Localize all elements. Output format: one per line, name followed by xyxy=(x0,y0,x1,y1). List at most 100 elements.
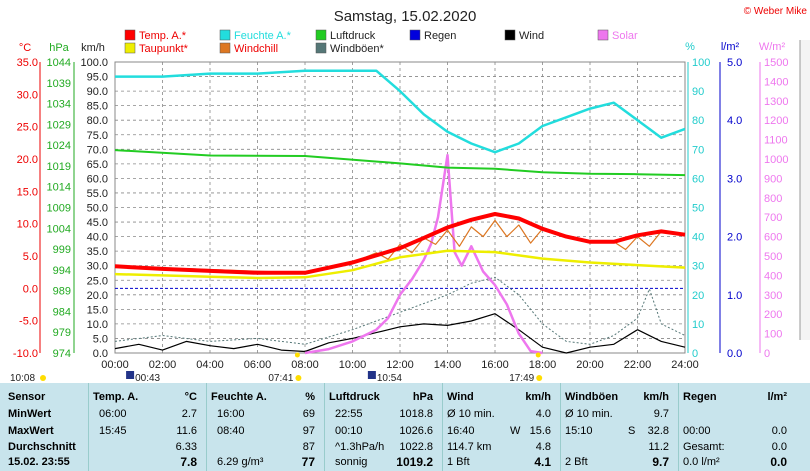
wind-tick-label: 20.0 xyxy=(87,290,108,302)
temp-tick-label: 35.0 xyxy=(17,57,38,69)
wind-tick-label: 60.0 xyxy=(87,173,108,185)
wind-tick-label: 65.0 xyxy=(87,159,108,171)
wind-tick-label: 70.0 xyxy=(87,144,108,156)
legend-swatch xyxy=(409,29,421,41)
legend-label: Temp. A.* xyxy=(139,30,187,42)
solar-tick-label: 500 xyxy=(764,251,782,263)
rain-tick-label: 0.0 xyxy=(727,348,742,360)
time-tick-label: 14:00 xyxy=(434,359,462,371)
humidity-tick-label: 40 xyxy=(692,232,704,244)
weather-chart: Samstag, 15.02.2020 © Weber Mike Temp. A… xyxy=(10,6,810,383)
series-line-feuchte-a xyxy=(115,69,686,154)
wind-tick-label: 0.0 xyxy=(93,348,108,360)
cell-value: 6.33 xyxy=(175,441,197,453)
wind-tick-label: 5.0 xyxy=(93,333,108,345)
cell-value: 1022.8 xyxy=(399,441,433,453)
right-edge-panel xyxy=(800,40,810,340)
solar-tick-label: 400 xyxy=(764,270,782,282)
pressure-tick-label: 984 xyxy=(53,306,71,318)
pressure-tick-label: 1019 xyxy=(47,161,71,173)
legend-swatch xyxy=(219,29,231,41)
cell-time: 00:00 xyxy=(683,425,711,437)
time-tick-label: 06:00 xyxy=(244,359,272,371)
time-tick-label: 18:00 xyxy=(529,359,557,371)
wind-tick-label: 55.0 xyxy=(87,188,108,200)
pressure-unit-label: hPa xyxy=(49,42,69,54)
moon-icon xyxy=(126,371,135,379)
moonrise-time: 10:08 xyxy=(10,373,35,383)
rain-tick-label: 5.0 xyxy=(727,57,742,69)
column-header: Regen xyxy=(683,391,717,403)
legend-swatch xyxy=(315,29,327,41)
pressure-tick-label: 1044 xyxy=(47,57,71,69)
pressure-tick-label: 974 xyxy=(53,348,71,360)
solar-tick-label: 800 xyxy=(764,193,782,205)
humidity-tick-label: 50 xyxy=(692,203,704,215)
cell-value: 2.7 xyxy=(181,408,197,420)
column-unit: °C xyxy=(184,391,197,403)
solar-tick-label: 1000 xyxy=(764,154,788,166)
moon-icon xyxy=(367,371,376,379)
sensor-header: Sensor xyxy=(8,391,46,403)
series-line-wind xyxy=(114,313,686,354)
row-label: MinWert xyxy=(8,408,52,420)
cell-value: 0.0 xyxy=(771,441,787,453)
humidity-tick-label: 90 xyxy=(692,86,704,98)
temp-tick-label: -5.0 xyxy=(19,316,38,328)
row-label: MaxWert xyxy=(8,425,54,437)
legend-swatch xyxy=(124,42,136,54)
legend-label: Taupunkt* xyxy=(139,43,189,55)
chart-title: Samstag, 15.02.2020 xyxy=(334,8,477,25)
legend-label: Solar xyxy=(612,30,638,42)
cell-value: 11.6 xyxy=(176,425,197,437)
series-line-luftdruck xyxy=(114,149,686,177)
solar-tick-label: 300 xyxy=(764,290,782,302)
legend-swatch xyxy=(124,29,136,41)
cell-value: 87 xyxy=(302,441,315,453)
pressure-tick-label: 994 xyxy=(53,265,71,277)
solar-unit-label: W/m² xyxy=(759,41,786,53)
cell-time: 6.29 g/m³ xyxy=(217,456,264,468)
column-unit: km/h xyxy=(525,391,551,403)
cell-time: 16:00 xyxy=(217,408,245,420)
solar-tick-label: 900 xyxy=(764,173,782,185)
cell-time: 00:10 xyxy=(335,425,363,437)
cell-time: 16:40 xyxy=(447,425,475,437)
time-tick-label: 12:00 xyxy=(386,359,414,371)
table-column-divider xyxy=(324,383,325,471)
humidity-tick-label: 0 xyxy=(692,348,698,360)
column-header: Temp. A. xyxy=(93,391,139,403)
time-tick-label: 20:00 xyxy=(576,359,604,371)
solar-tick-label: 1300 xyxy=(764,96,788,108)
solar-tick-label: 1100 xyxy=(764,135,788,147)
column-unit: hPa xyxy=(412,391,433,403)
cell-value: 15.6 xyxy=(529,425,551,437)
time-tick-label: 08:00 xyxy=(291,359,319,371)
series-line-taupunkt xyxy=(114,249,686,280)
time-tick-label: 16:00 xyxy=(481,359,509,371)
table-column-divider xyxy=(560,383,561,471)
series-line-windchill xyxy=(114,219,686,274)
wind-tick-label: 85.0 xyxy=(87,101,108,113)
cell-time: Gesamt: xyxy=(683,441,725,453)
cell-time: ^1.3hPa/h xyxy=(335,441,385,453)
legend-swatch xyxy=(315,42,327,54)
row-label: 15.02. 23:55 xyxy=(8,456,70,468)
cell-time: 15:10 xyxy=(565,425,593,437)
cell-value: 0.0 xyxy=(770,455,787,469)
legend-swatch xyxy=(597,29,609,41)
temp-tick-label: 5.0 xyxy=(23,251,38,263)
copyright-text: © Weber Mike xyxy=(744,6,808,17)
legend-swatch xyxy=(219,42,231,54)
wind-tick-label: 25.0 xyxy=(87,275,108,287)
humidity-tick-label: 100 xyxy=(692,57,710,69)
pressure-tick-label: 1034 xyxy=(47,99,71,111)
pressure-tick-label: 1014 xyxy=(47,182,71,194)
cell-value: 97 xyxy=(302,425,315,437)
time-tick-label: 00:00 xyxy=(101,359,129,371)
sun-axis-marker xyxy=(294,352,300,358)
solar-tick-label: 1200 xyxy=(764,115,788,127)
temp-tick-label: 15.0 xyxy=(17,186,38,198)
cell-value: 69 xyxy=(302,408,315,420)
cell-time: 06:00 xyxy=(99,408,127,420)
